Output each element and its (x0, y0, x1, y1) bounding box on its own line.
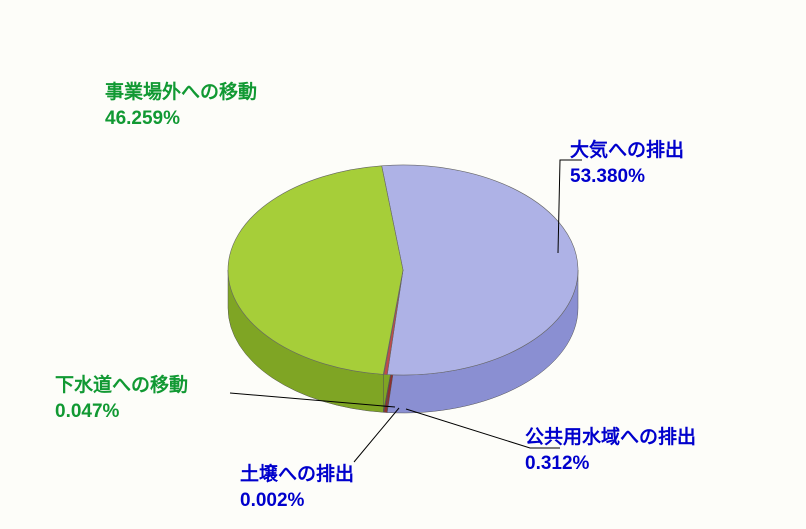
label-pct-soil: 0.002% (240, 488, 354, 514)
pie-chart: 大気への排出53.380% 公共用水域への排出0.312% 土壌への排出0.002%… (0, 0, 806, 529)
label-name-sewage: 下水道への移動 (55, 373, 188, 399)
label-water: 公共用水域への排出0.312% (525, 425, 696, 476)
label-offsite: 事業場外への移動46.259% (105, 80, 257, 131)
label-name-water: 公共用水域への排出 (525, 425, 696, 451)
label-pct-offsite: 46.259% (105, 106, 257, 132)
label-name-soil: 土壌への排出 (240, 462, 354, 488)
label-pct-sewage: 0.047% (55, 399, 188, 425)
label-air: 大気への排出53.380% (570, 138, 684, 189)
label-sewage: 下水道への移動0.047% (55, 373, 188, 424)
label-pct-air: 53.380% (570, 164, 684, 190)
leader-soil (354, 408, 399, 462)
label-name-air: 大気への排出 (570, 138, 684, 164)
label-pct-water: 0.312% (525, 451, 696, 477)
label-soil: 土壌への排出0.002% (240, 462, 354, 513)
label-name-offsite: 事業場外への移動 (105, 80, 257, 106)
